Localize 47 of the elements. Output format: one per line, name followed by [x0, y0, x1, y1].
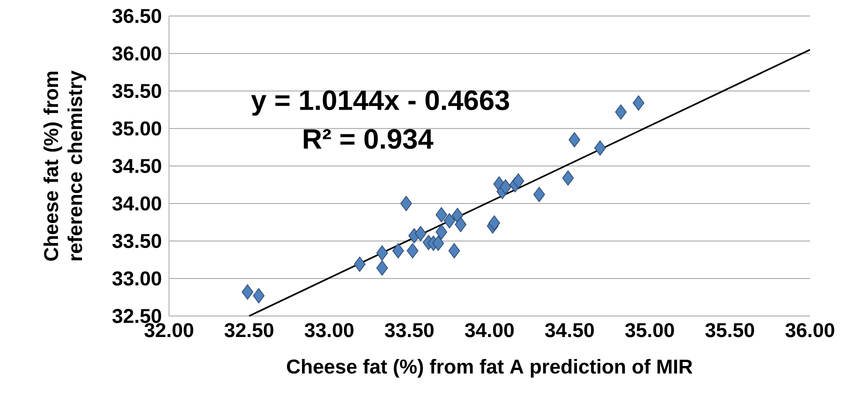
- x-tick-label: 33.00: [304, 323, 354, 338]
- point: [436, 224, 448, 240]
- point: [252, 288, 265, 304]
- point: [454, 216, 466, 232]
- point: [436, 207, 448, 222]
- point: [533, 186, 545, 202]
- annotation: y = 1.0144x - 0.4663: [251, 90, 510, 116]
- y-axis-title: Cheese fat (%) from reference chemistry: [44, 70, 86, 261]
- y-tick-label: 33.00: [112, 271, 162, 286]
- point: [392, 243, 404, 258]
- x-tick-label: 34.50: [545, 323, 594, 338]
- y-tick-label: 36.50: [112, 8, 162, 24]
- y-tick-label: 34.50: [112, 158, 162, 174]
- point: [452, 208, 464, 224]
- y-tick-label: 35.00: [112, 121, 162, 136]
- x-tick-label: 32.00: [144, 323, 194, 338]
- point: [562, 170, 574, 186]
- y-tick-label: 32.50: [112, 308, 162, 324]
- point: [488, 215, 500, 231]
- point: [354, 256, 366, 272]
- x-tick-label: 35.00: [625, 323, 674, 338]
- y-tick-label: 36.00: [112, 46, 162, 61]
- point: [594, 140, 606, 156]
- point: [432, 236, 444, 251]
- point: [444, 213, 456, 228]
- x-tick-label: 32.50: [224, 323, 274, 338]
- x-tick-label: 33.50: [384, 323, 434, 338]
- point: [414, 226, 426, 242]
- y-tick-label: 34.00: [112, 196, 162, 211]
- x-tick-label: 36.00: [785, 323, 834, 338]
- point: [500, 179, 512, 195]
- point: [632, 95, 644, 111]
- annotation: R² = 0.934: [304, 129, 434, 149]
- point: [512, 173, 524, 189]
- y-tick-label: 33.50: [112, 234, 162, 248]
- point: [615, 104, 627, 120]
- point: [376, 260, 388, 276]
- x-axis-title: Cheese fat (%) from fat A prediction of MIR: [286, 358, 692, 378]
- point: [406, 243, 418, 258]
- point: [400, 196, 412, 212]
- y-tick-label: 35.50: [112, 84, 162, 98]
- point: [242, 284, 254, 300]
- x-tick-label: 34.00: [464, 323, 514, 338]
- point: [376, 245, 388, 261]
- x-tick-label: 35.50: [705, 323, 754, 338]
- point: [568, 132, 580, 148]
- point: [448, 243, 460, 258]
